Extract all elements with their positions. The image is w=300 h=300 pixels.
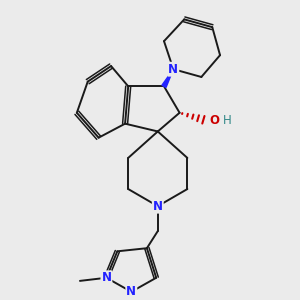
Text: H: H <box>223 114 232 127</box>
Text: N: N <box>168 63 178 76</box>
Text: N: N <box>101 271 111 284</box>
Text: N: N <box>153 200 163 213</box>
Polygon shape <box>162 69 173 87</box>
Text: N: N <box>126 285 136 298</box>
Text: O: O <box>210 114 220 127</box>
